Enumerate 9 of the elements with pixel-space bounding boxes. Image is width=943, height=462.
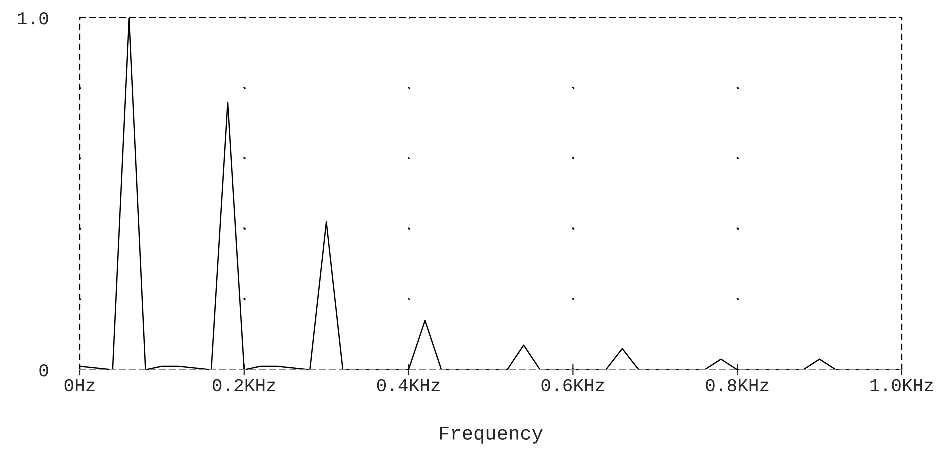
x-axis-title: Frequency (440, 427, 543, 444)
x-tick-label: 0.8KHz (706, 379, 769, 392)
x-tick-label: 1.0KHz (870, 379, 934, 392)
x-tick-label: 0.4KHz (377, 379, 440, 392)
x-tick-label: 0.2KHz (212, 379, 276, 392)
x-tick-label: 0Hz (64, 379, 95, 392)
y-tick-label: 0 (40, 364, 48, 377)
y-tick-label: 1.0 (18, 12, 48, 25)
x-tick-label: 0.6KHz (542, 379, 604, 392)
